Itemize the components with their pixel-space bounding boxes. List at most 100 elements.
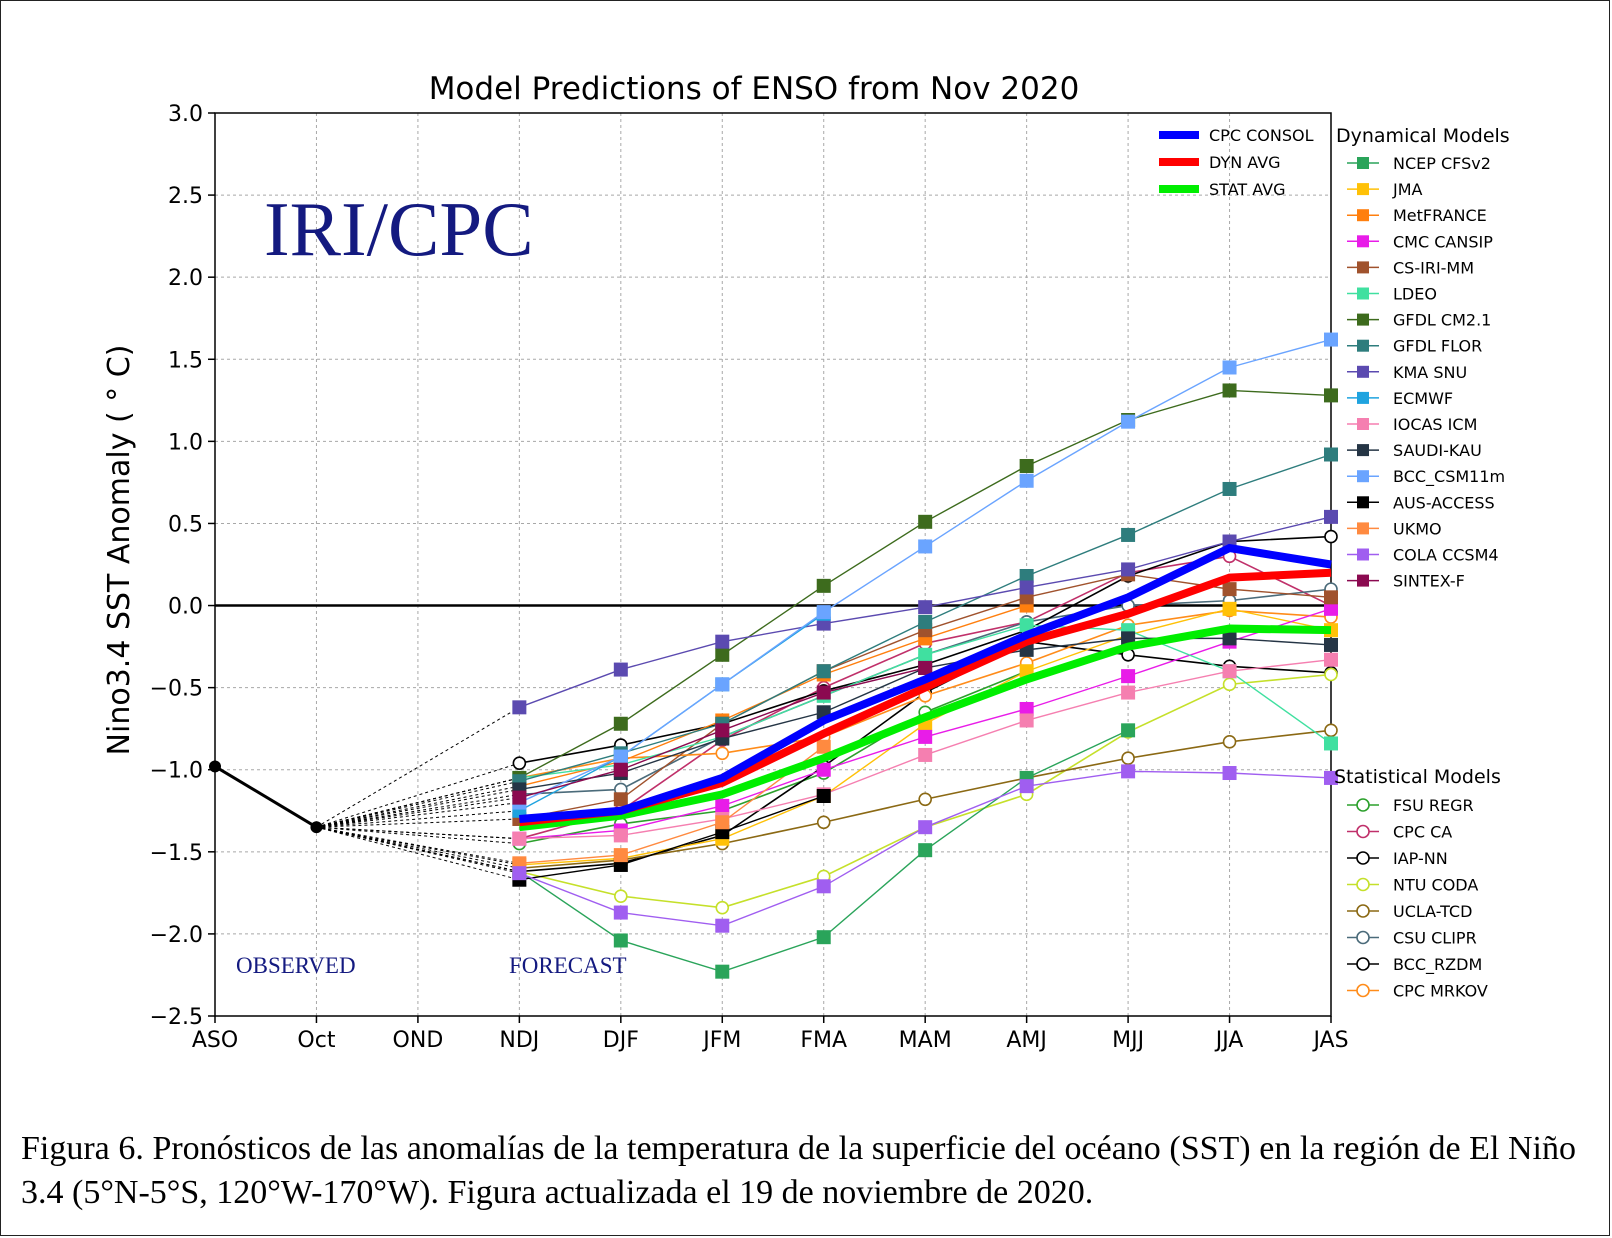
marker-cola-ccsm4 [1324, 770, 1338, 785]
x-tick-label: OND [393, 1028, 444, 1053]
legend-marker [1357, 157, 1369, 169]
marker-gfdl-cm2-1 [613, 716, 628, 731]
marker-ldeo [918, 647, 933, 662]
marker-ukmo [816, 739, 831, 754]
marker-iocas-icm [613, 828, 628, 843]
marker-kma-snu [1324, 509, 1338, 524]
legend-marker [1356, 904, 1370, 918]
x-tick-label: MAM [899, 1028, 952, 1053]
marker-ncep-cfsv2 [918, 843, 933, 858]
legend-marker [1356, 824, 1370, 839]
marker-kma-snu [512, 700, 527, 715]
marker-bcc-csm11m [715, 677, 730, 692]
enso-chart: Model Predictions of ENSO from Nov 2020 … [102, 71, 1510, 1053]
connector-line [316, 826, 520, 866]
legend-marker [1357, 548, 1369, 561]
marker-gfdl-cm2-1 [715, 647, 730, 662]
x-tick-label: JFM [701, 1028, 741, 1053]
marker-bcc-rzdm [1324, 529, 1338, 544]
legend-marker [1357, 287, 1369, 300]
legend-marker [1357, 418, 1369, 430]
legend-layer: CPC CONSOL DYN AVG STAT AVG Dynamical Model… [1159, 125, 1510, 1001]
marker-kma-snu [613, 662, 628, 677]
marker-cpc-mrkov [715, 746, 730, 761]
x-tick-label: JJA [1214, 1028, 1244, 1053]
legend-label: FSU REGR [1393, 796, 1474, 815]
marker-sintex-f [918, 660, 933, 675]
marker-sintex-f [512, 790, 527, 805]
x-tick-label: NDJ [499, 1028, 539, 1053]
marker-kma-snu [918, 600, 933, 615]
y-tick-label: −2.5 [150, 1005, 203, 1030]
marker-cola-ccsm4 [613, 905, 628, 920]
legend-marker [1356, 957, 1370, 971]
legend-marker [1356, 851, 1370, 865]
marker-bcc-csm11m [1121, 414, 1136, 429]
forecast-label: FORECAST [509, 953, 627, 978]
legend-label: UKMO [1393, 519, 1442, 538]
legend-marker [1357, 183, 1369, 196]
connector-line [316, 826, 520, 874]
legend-marker [1357, 574, 1369, 587]
legend-marker [1357, 391, 1369, 404]
y-tick-label: −1.5 [150, 841, 203, 866]
legend-label: AUS-ACCESS [1393, 493, 1495, 512]
legend-marker [1357, 313, 1369, 326]
marker-cola-ccsm4 [715, 918, 730, 933]
legend-label: BCC_CSM11m [1393, 467, 1505, 487]
marker-ucla-tcd [816, 815, 831, 830]
legend-label: LDEO [1393, 285, 1437, 304]
marker-cola-ccsm4 [512, 866, 527, 881]
legend-label: COLA CCSM4 [1393, 546, 1499, 565]
y-tick-label: 3.0 [168, 102, 203, 127]
marker-ldeo [1019, 618, 1034, 633]
legend-label: CPC CONSOL [1209, 126, 1314, 145]
connector-line [316, 788, 520, 828]
legend-label: CPC MRKOV [1393, 982, 1488, 1001]
marker-iocas-icm [512, 831, 527, 846]
marker-cola-ccsm4 [1121, 764, 1136, 779]
marker-sintex-f [816, 685, 831, 700]
x-tick-label: FMA [800, 1028, 847, 1053]
marker-cmc-cansip [1019, 701, 1034, 716]
marker-bcc-csm11m [918, 539, 933, 554]
dynamical-legend-title: Dynamical Models [1336, 125, 1510, 147]
marker-cmc-cansip [715, 798, 730, 813]
legend-marker [1356, 798, 1370, 812]
marker-aus-access [816, 788, 831, 803]
marker-cs-iri-mm [613, 792, 628, 807]
y-tick-label: 2.0 [168, 266, 203, 291]
y-tick-label: 0.0 [168, 595, 203, 620]
observed-line [214, 765, 318, 829]
y-tick-label: 2.5 [168, 184, 203, 209]
connector-line [316, 826, 520, 881]
legend-label: NCEP CFSv2 [1393, 154, 1491, 173]
legend-label: CS-IRI-MM [1393, 258, 1474, 277]
marker-gfdl-flor [1222, 481, 1237, 496]
legend-marker [1357, 339, 1369, 352]
legend-label: KMA SNU [1393, 363, 1467, 382]
legend-label: CMC CANSIP [1393, 232, 1493, 251]
legend-label: GFDL FLOR [1393, 337, 1482, 356]
series-layer [209, 332, 1338, 979]
connector-line [316, 826, 520, 840]
marker-cs-iri-mm [1222, 582, 1237, 597]
marker-ncep-cfsv2 [613, 933, 628, 948]
marker-saudi-kau [1121, 631, 1136, 646]
legend-label: DYN AVG [1209, 153, 1281, 172]
legend-label: JMA [1392, 180, 1423, 199]
legend-label: UCLA-TCD [1393, 902, 1472, 921]
legend-label: BCC_RZDM [1393, 955, 1482, 975]
legend-marker [1356, 877, 1370, 892]
marker-saudi-kau [1222, 631, 1237, 646]
x-tick-label: MJJ [1112, 1028, 1144, 1053]
connector-line [316, 818, 520, 828]
marker-sintex-f [613, 762, 628, 777]
legend-label: IAP-NN [1393, 849, 1448, 868]
legend-label: SAUDI-KAU [1393, 441, 1482, 460]
legend-marker [1357, 209, 1369, 222]
marker-cmc-cansip [816, 762, 831, 777]
marker-gfdl-cm2-1 [1324, 388, 1338, 403]
legend-label: MetFRANCE [1393, 206, 1487, 225]
series-line-fsu-regr [519, 670, 1027, 845]
